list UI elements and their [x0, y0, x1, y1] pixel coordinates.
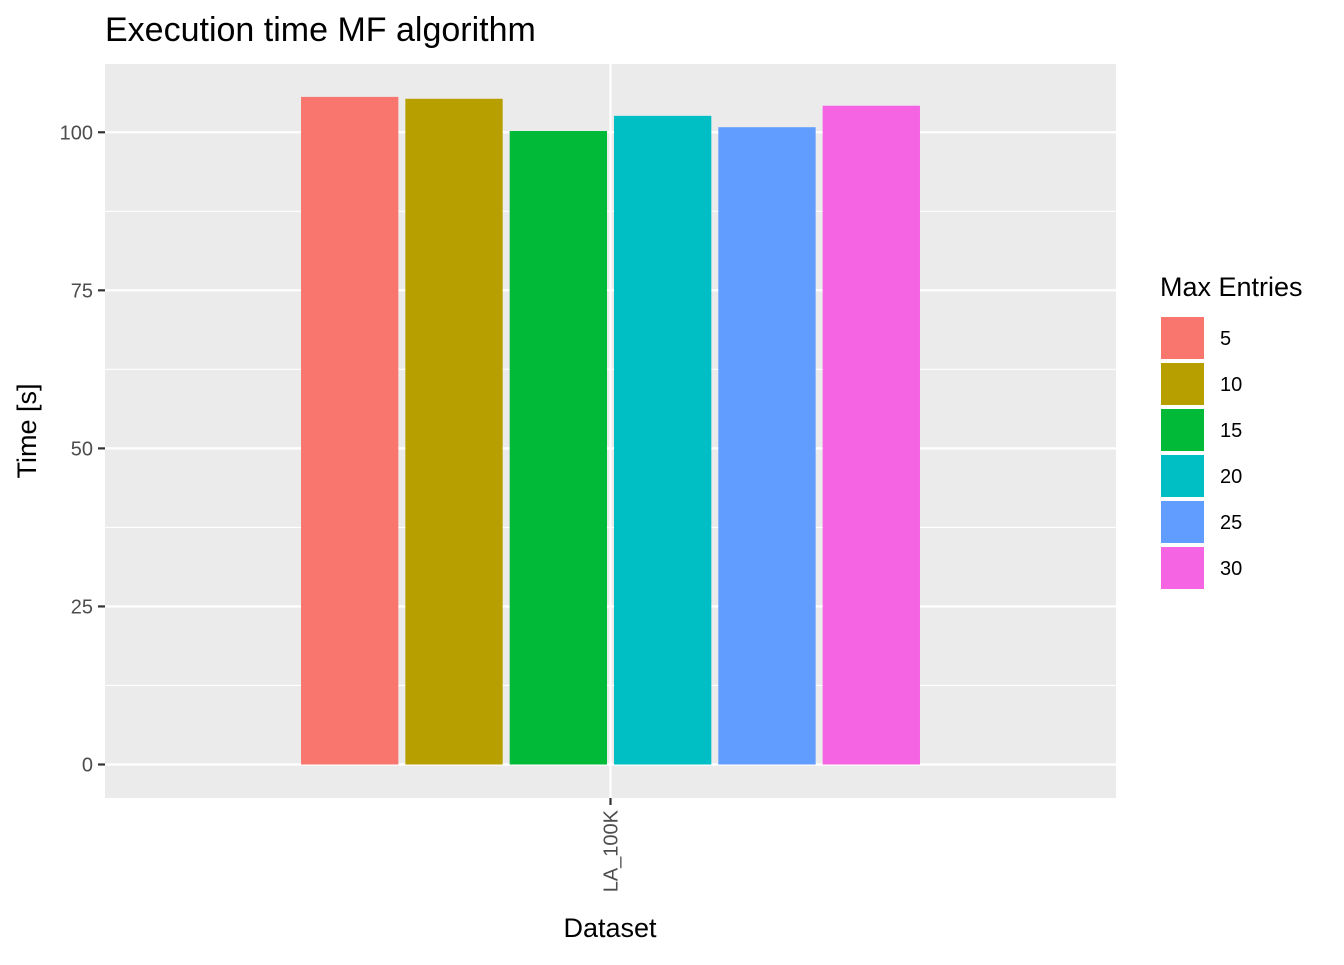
bar — [718, 127, 816, 765]
legend-swatch — [1161, 547, 1204, 589]
legend-swatch — [1161, 501, 1204, 543]
chart-title: Execution time MF algorithm — [105, 11, 536, 49]
x-axis: LA_100K — [601, 798, 623, 892]
legend-label: 20 — [1220, 466, 1242, 488]
y-axis-label: Time [s] — [12, 383, 42, 478]
legend-swatch — [1161, 409, 1204, 451]
y-tick-label: 25 — [71, 596, 93, 618]
legend-items: 5 10 15 20 25 30 — [1161, 317, 1242, 589]
legend-label: 5 — [1220, 328, 1231, 350]
bar — [614, 115, 712, 765]
x-tick-label: LA_100K — [601, 809, 623, 892]
legend-swatch — [1161, 455, 1204, 497]
y-tick-label: 50 — [71, 438, 93, 460]
legend-label: 15 — [1220, 420, 1242, 442]
legend-swatch — [1161, 363, 1204, 405]
bar — [509, 131, 607, 765]
legend: Max Entries 5 10 15 20 25 30 — [1160, 272, 1303, 589]
y-tick-label: 0 — [82, 754, 93, 776]
bar — [405, 98, 503, 765]
legend-label: 30 — [1220, 558, 1242, 580]
legend-swatch — [1161, 317, 1204, 359]
bars-group — [301, 96, 920, 765]
major-gridlines — [105, 64, 1116, 798]
y-axis: 0 25 50 75 100 — [60, 122, 105, 776]
legend-title: Max Entries — [1160, 272, 1303, 302]
y-tick-label: 75 — [71, 280, 93, 302]
legend-label: 10 — [1220, 374, 1242, 396]
bar — [822, 105, 920, 765]
x-axis-label: Dataset — [563, 913, 657, 943]
y-tick-label: 100 — [60, 122, 93, 144]
bar — [301, 96, 399, 765]
legend-label: 25 — [1220, 512, 1242, 534]
